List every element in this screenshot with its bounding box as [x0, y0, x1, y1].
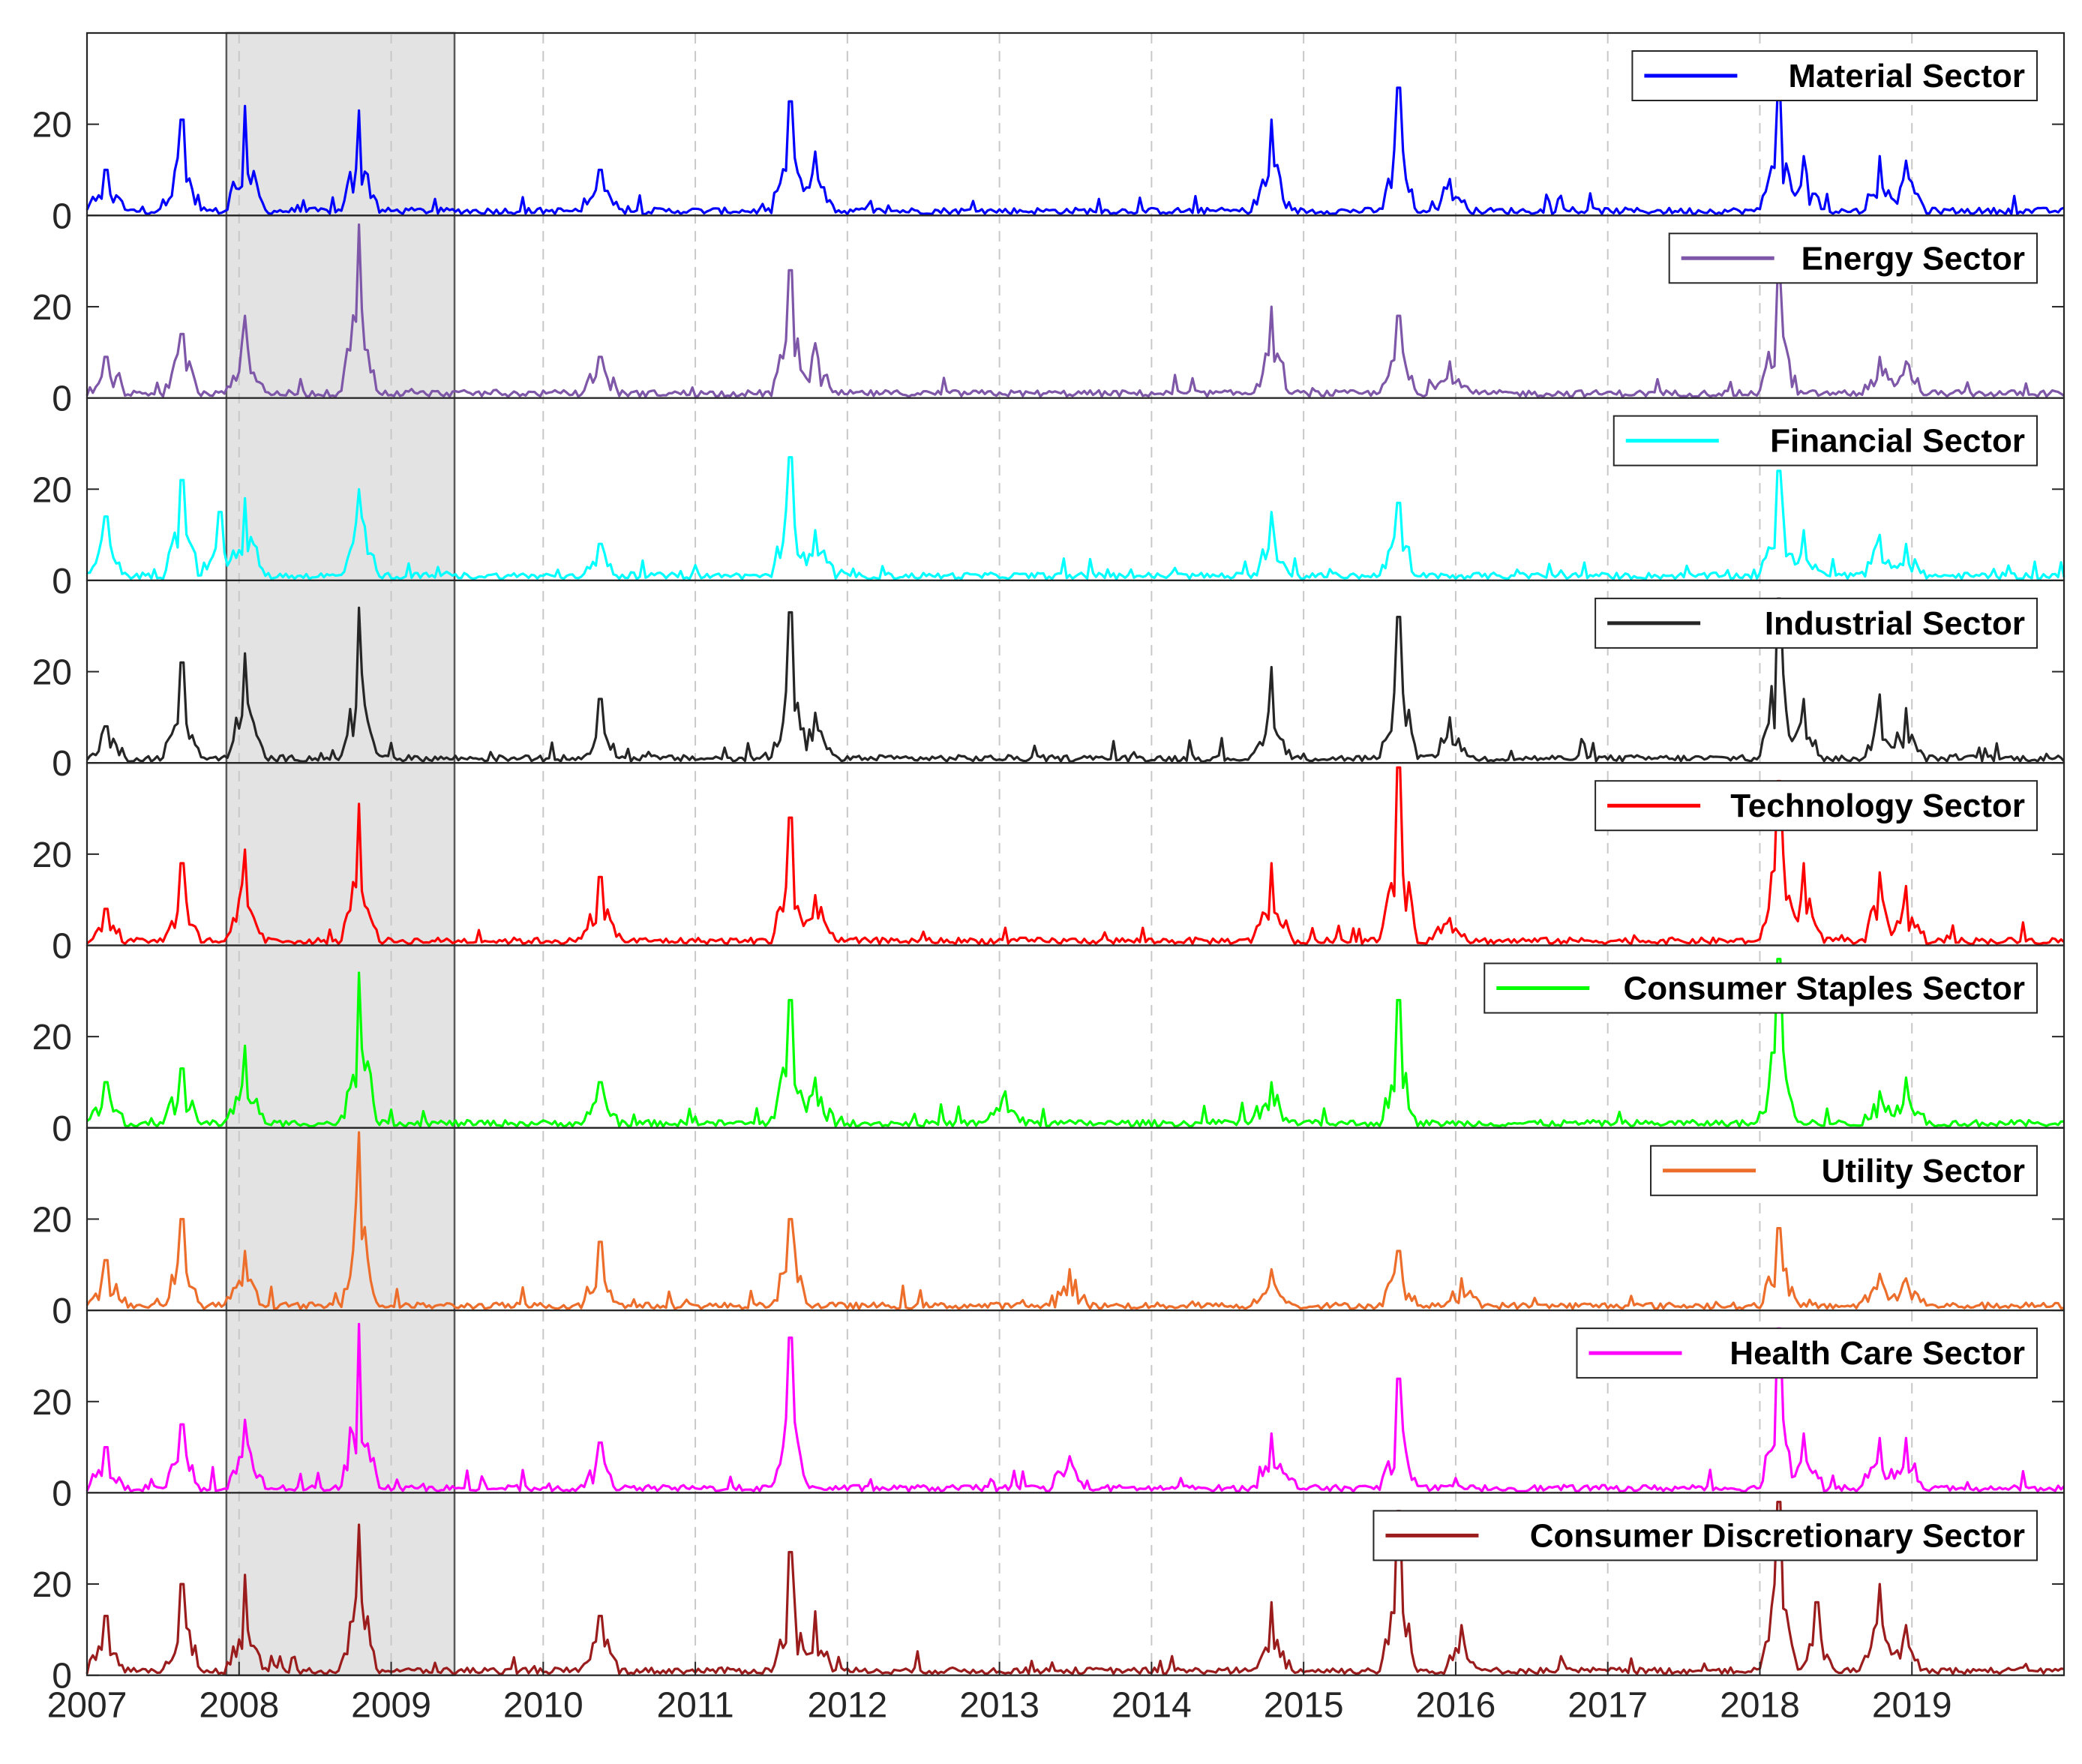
series-line: [86, 1322, 2066, 1493]
legend-label: Energy Sector: [1802, 240, 2025, 277]
series-line: [86, 1131, 2065, 1310]
y-tick-label: 0: [52, 927, 72, 967]
y-tick-label: 0: [52, 1292, 72, 1331]
legend-box: [1372, 1510, 2038, 1562]
legend-energy-sector: Energy Sector: [1668, 232, 2038, 284]
y-tick-label: 20: [32, 836, 72, 875]
legend-health-care-sector: Health Care Sector: [1576, 1328, 2038, 1379]
legend-label: Health Care Sector: [1730, 1335, 2025, 1372]
y-tick-label: 20: [32, 288, 72, 328]
y-tick-label: 0: [52, 380, 72, 419]
panel-consumer-discretionary-sector: 0 20 Consumer Discretionary Sector: [32, 1492, 2066, 1696]
y-tick-label: 20: [32, 1565, 72, 1605]
x-tick-label: 2007: [47, 1686, 128, 1726]
x-tick-label: 2013: [959, 1686, 1040, 1726]
panel-energy-sector: 0 20 Energy Sector: [32, 214, 2066, 419]
y-tick-label: 0: [52, 1657, 72, 1696]
y-tick-label: 0: [52, 744, 72, 784]
legend-label: Consumer Discretionary Sector: [1530, 1517, 2025, 1554]
x-tick-label: 2011: [656, 1686, 734, 1726]
panel-financial-sector: 0 20 Financial Sector: [32, 397, 2066, 602]
legend-label: Financial Sector: [1770, 423, 2025, 460]
x-tick-label: 2012: [807, 1686, 887, 1726]
legend-label: Utility Sector: [1822, 1153, 2025, 1190]
legend-box: [1631, 50, 2038, 101]
y-tick-label: 20: [32, 1200, 72, 1240]
legend-utility-sector: Utility Sector: [1650, 1144, 2038, 1196]
series-line: [86, 223, 2065, 398]
x-tick-label: 2019: [1872, 1686, 1952, 1726]
x-tick-label: 2008: [199, 1686, 279, 1726]
y-tick-label: 0: [52, 1474, 72, 1514]
legend-label: Material Sector: [1789, 58, 2025, 94]
x-tick-label: 2009: [351, 1686, 431, 1726]
legend-technology-sector: Technology Sector: [1594, 780, 2038, 832]
series-line: [86, 1501, 2065, 1676]
legend-material-sector: Material Sector: [1631, 50, 2038, 101]
shaded-period: [225, 32, 456, 1676]
series-line: [86, 766, 2066, 946]
panel-consumer-staples-sector: 0 20 Consumer Staples Sector: [32, 944, 2066, 1149]
x-tick-label: 2015: [1264, 1686, 1344, 1726]
y-tick-label: 20: [32, 1018, 72, 1058]
x-tick-label: 2010: [503, 1686, 584, 1726]
x-tick-label: 2016: [1416, 1686, 1496, 1726]
x-tick-label: 2014: [1112, 1686, 1192, 1726]
y-tick-label: 20: [32, 653, 72, 693]
y-tick-label: 0: [52, 562, 72, 602]
y-tick-label: 20: [32, 1383, 72, 1423]
legend-label: Industrial Sector: [1765, 605, 2025, 642]
x-tick-label: 2018: [1720, 1686, 1800, 1726]
series-line: [86, 456, 2066, 580]
y-tick-label: 0: [52, 1109, 72, 1149]
y-tick-label: 0: [52, 196, 72, 236]
legend-label: Technology Sector: [1730, 788, 2025, 824]
y-tick-label: 20: [32, 106, 72, 146]
legend-label: Consumer Staples Sector: [1624, 970, 2026, 1007]
legend-industrial-sector: Industrial Sector: [1594, 597, 2038, 649]
legend-consumer-discretionary-sector: Consumer Discretionary Sector: [1372, 1510, 2038, 1562]
panel-health-care-sector: 0 20 Health Care Sector: [32, 1309, 2066, 1514]
x-tick-label: 2017: [1568, 1686, 1648, 1726]
series-line: [86, 597, 2066, 763]
panel-industrial-sector: 0 20 Industrial Sector: [32, 579, 2066, 784]
y-tick-label: 20: [32, 470, 72, 510]
series-line: [86, 958, 2065, 1128]
legend-financial-sector: Financial Sector: [1612, 415, 2038, 466]
panel-technology-sector: 0 20 Technology Sector: [32, 762, 2066, 967]
legend-consumer-staples-sector: Consumer Staples Sector: [1484, 962, 2038, 1014]
panel-utility-sector: 0 20 Utility Sector: [32, 1126, 2066, 1331]
series-line: [86, 86, 2065, 216]
